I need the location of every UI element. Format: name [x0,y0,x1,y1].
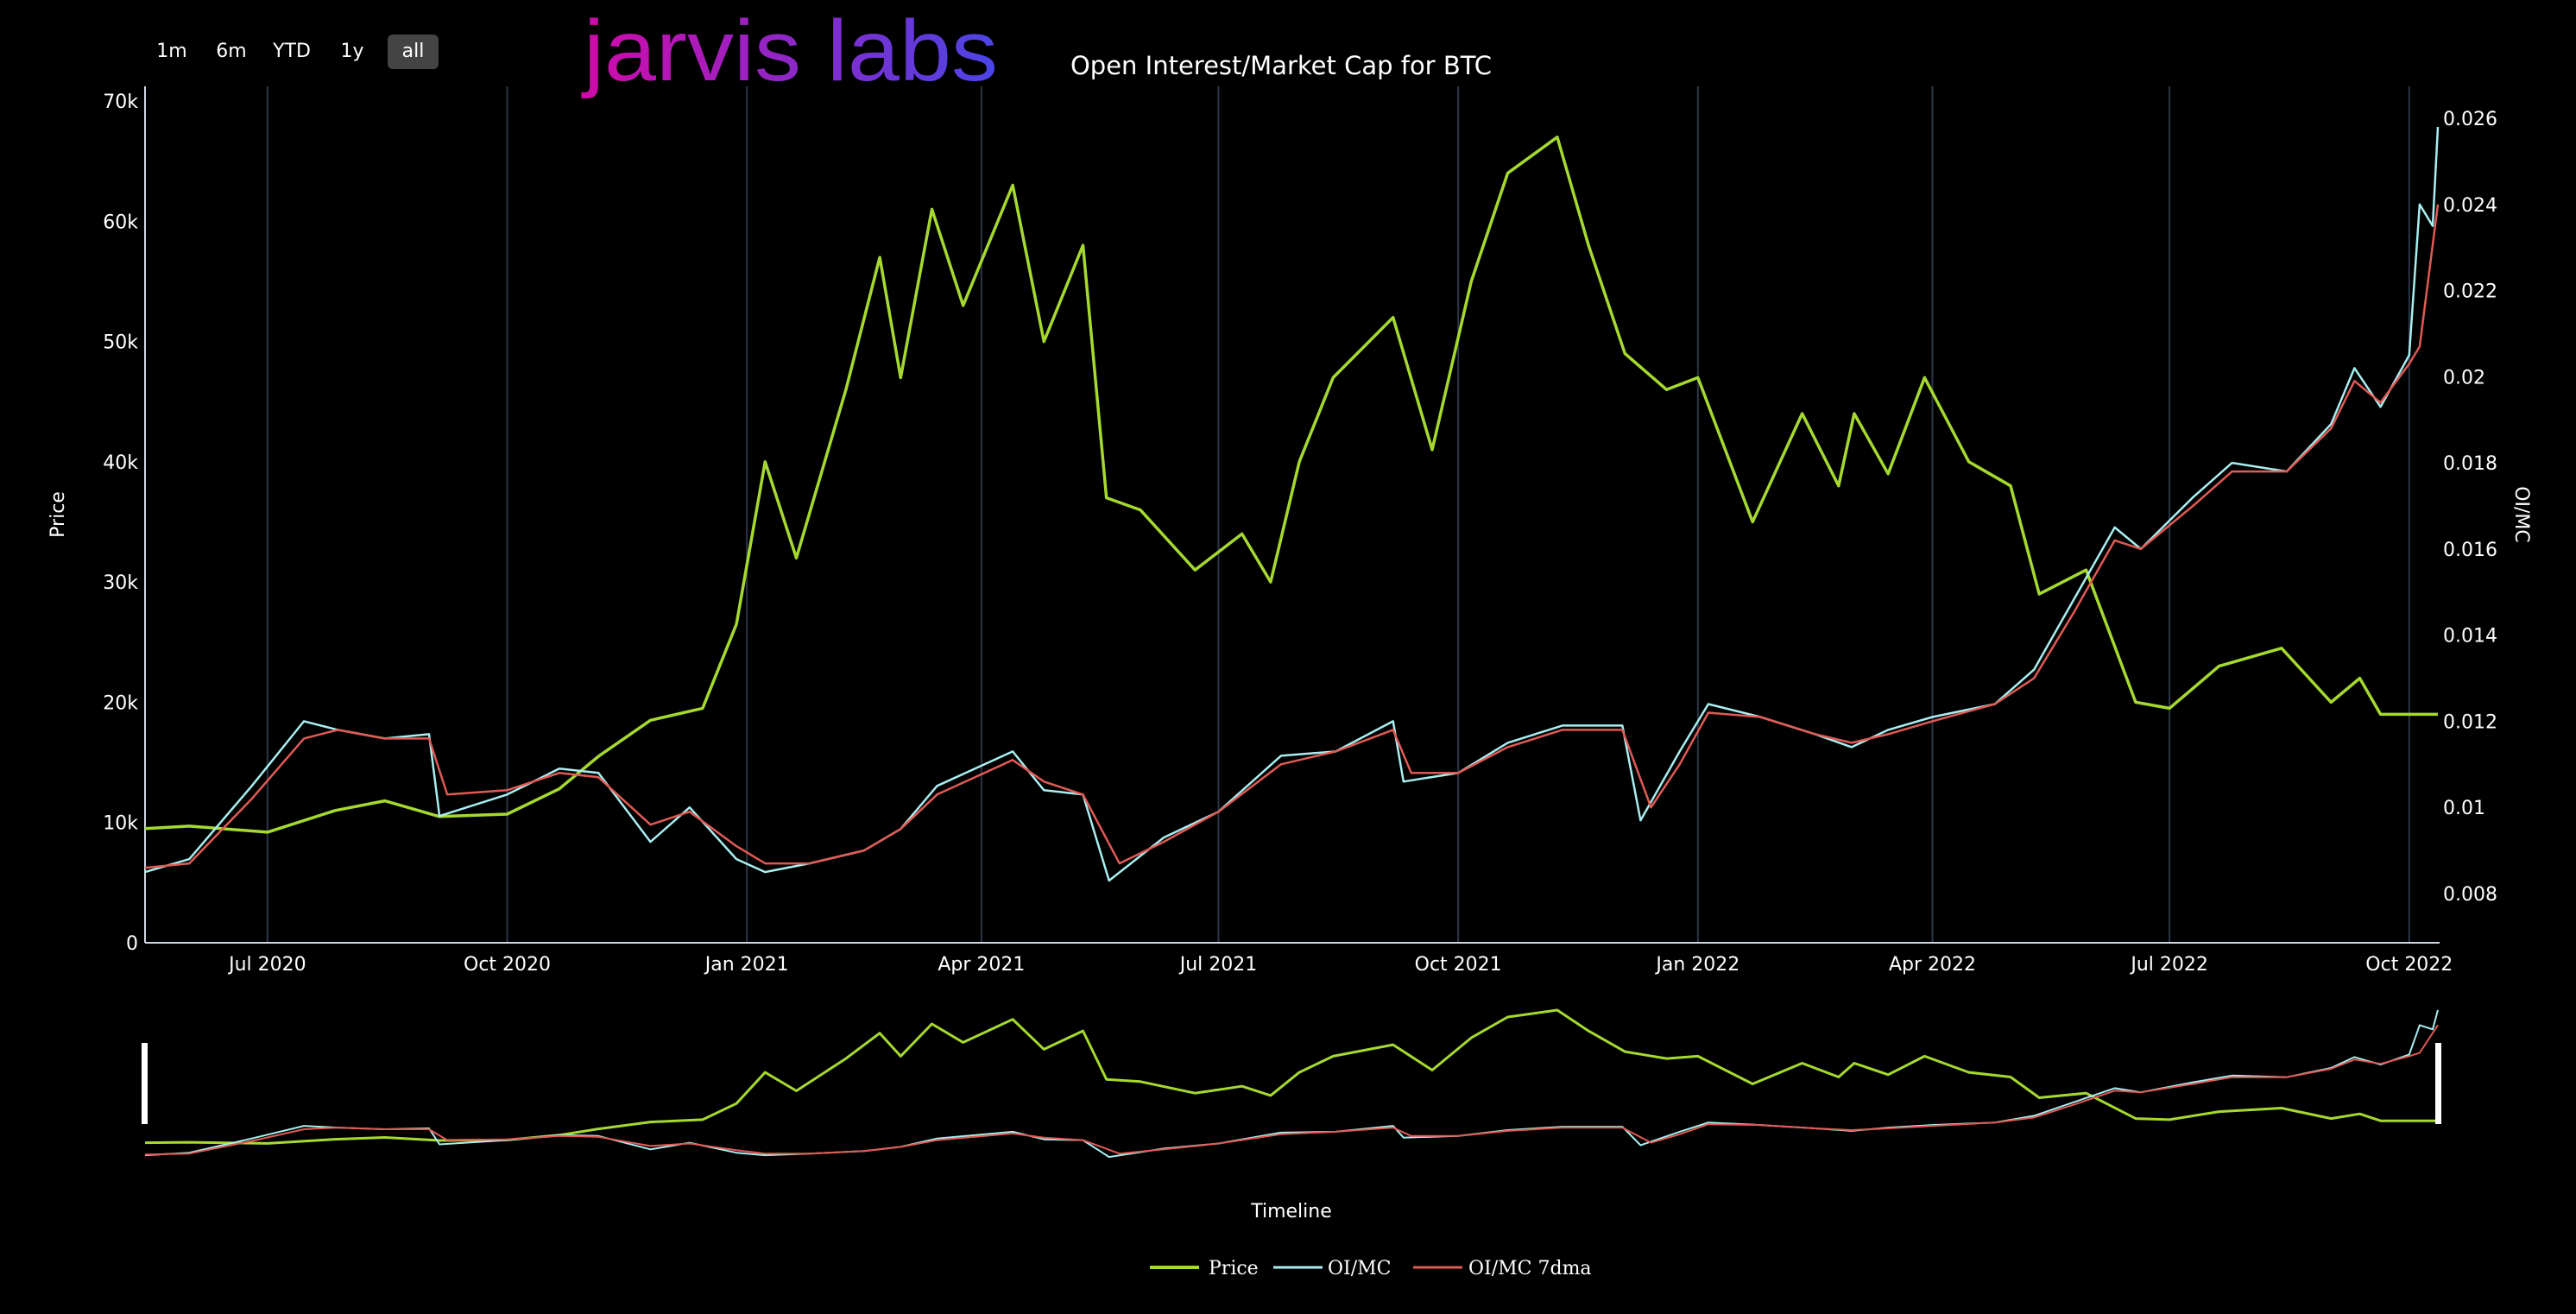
x-tick-label: Oct 2020 [464,954,551,976]
y2-tick-label: 0.02 [2443,367,2485,389]
x-tick-label: Oct 2022 [2365,954,2453,976]
navigator-oimc-7dma-line [144,1024,2439,1156]
legend-item-price[interactable]: Price [1150,1258,1259,1279]
chart-title: Open Interest/Market Cap for BTC [1070,51,1492,80]
navigator-label: Timeline [1250,1201,1332,1222]
y-tick-label: 30k [103,572,138,594]
y2-tick-label: 0.016 [2443,540,2497,561]
x-axis-ticks: Jul 2020 Oct 2020 Jan 2021 Apr 2021 Jul 2021… [227,954,2453,976]
range-button-ytd[interactable]: YTD [273,41,311,62]
y2-axis-ticks: 0.008 0.01 0.012 0.014 0.016 0.018 0.02 0.022 0.… [2443,109,2497,906]
y2-tick-label: 0.012 [2443,711,2497,733]
oimc-7dma-line [145,204,2440,869]
x-tick-label: Apr 2022 [1889,954,1976,976]
x-tick-label: Apr 2021 [938,954,1025,976]
plot-lines [145,126,2440,882]
navigator-right-handle[interactable] [2435,1043,2441,1124]
legend-label-oimc-7dma: OI/MC 7dma [1468,1258,1592,1279]
x-tick-label: Jul 2020 [227,954,306,976]
y2-tick-label: 0.014 [2443,626,2497,648]
x-tick-label: Jul 2021 [1178,954,1258,976]
oimc-line [145,126,2440,882]
y2-tick-label: 0.01 [2443,798,2485,819]
range-navigator[interactable] [144,1008,2439,1159]
y2-tick-label: 0.024 [2443,195,2497,217]
y2-tick-label: 0.008 [2443,884,2497,906]
range-button-all[interactable]: all [388,35,439,69]
navigator-price-line [144,1008,2438,1145]
navigator-left-handle[interactable] [142,1043,148,1124]
x-tick-label: Jan 2022 [1654,954,1739,976]
legend: Price OI/MC OI/MC 7dma [1150,1258,1592,1279]
y-tick-label: 70k [103,92,138,113]
navigator-oimc-line [144,1009,2439,1159]
y2-tick-label: 0.022 [2443,281,2497,303]
range-button-1y[interactable]: 1y [340,41,364,62]
y-tick-label: 60k [103,212,138,233]
x-tick-label: Oct 2021 [1415,954,1502,976]
y2-tick-label: 0.018 [2443,453,2497,475]
y-axis-ticks: 0 10k 20k 30k 40k 50k 60k 70k [103,92,138,955]
y-tick-label: 20k [103,692,138,714]
y2-axis-label: OI/MC [2510,486,2532,543]
y-axis-label: Price [47,491,69,538]
y-tick-label: 40k [103,452,138,474]
legend-item-oimc-7dma[interactable]: OI/MC 7dma [1413,1258,1592,1279]
price-line [145,136,2438,834]
legend-item-oimc[interactable]: OI/MC [1273,1258,1392,1279]
logo: jarvis labs [581,3,998,99]
y-tick-label: 10k [103,813,138,835]
x-tick-label: Jan 2021 [704,954,789,976]
grid [266,86,2410,943]
x-tick-label: Jul 2022 [2129,954,2208,976]
legend-label-oimc: OI/MC [1328,1258,1392,1279]
y-tick-label: 0 [126,933,138,955]
range-button-6m[interactable]: 6m [216,41,247,62]
y2-tick-label: 0.026 [2443,109,2497,130]
y-tick-label: 50k [103,332,138,354]
range-button-1m[interactable]: 1m [156,41,187,62]
legend-label-price: Price [1209,1258,1259,1279]
